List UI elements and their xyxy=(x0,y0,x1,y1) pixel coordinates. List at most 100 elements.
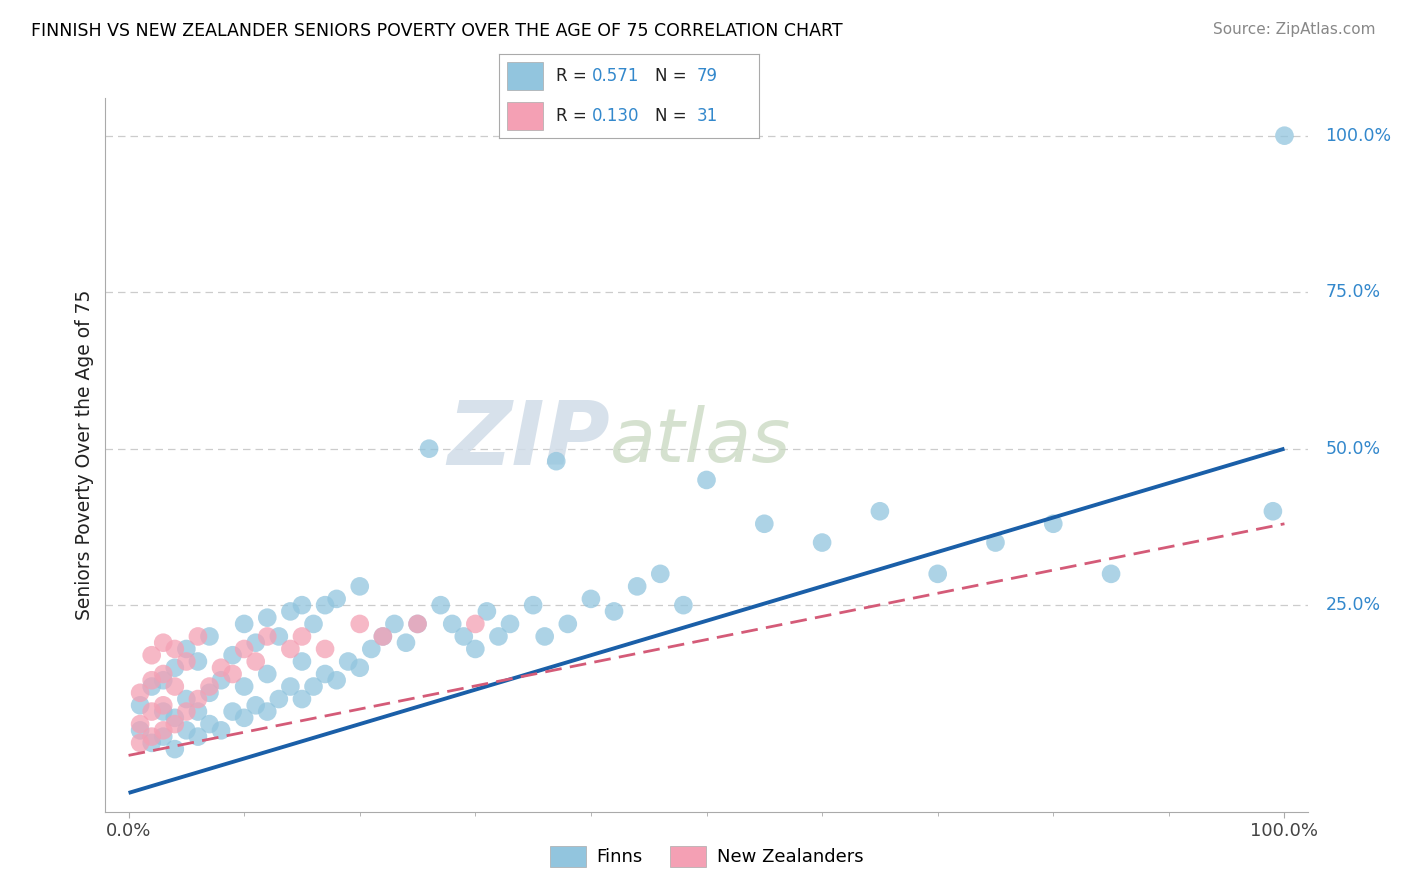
Point xyxy=(695,473,717,487)
Point xyxy=(811,535,834,549)
Text: atlas: atlas xyxy=(610,405,792,476)
Text: R =: R = xyxy=(557,67,592,85)
Point xyxy=(152,705,174,719)
Point xyxy=(129,686,152,700)
Point xyxy=(141,736,163,750)
Point xyxy=(429,598,451,612)
Point xyxy=(198,680,221,694)
Text: 0.130: 0.130 xyxy=(592,107,638,125)
Point xyxy=(163,711,186,725)
Point xyxy=(927,566,949,581)
Point xyxy=(176,692,198,706)
Point xyxy=(464,642,486,657)
Point xyxy=(187,655,209,669)
Point xyxy=(198,630,221,644)
Text: Source: ZipAtlas.com: Source: ZipAtlas.com xyxy=(1212,22,1375,37)
Point xyxy=(349,616,371,631)
Point xyxy=(256,610,278,624)
Point xyxy=(302,616,325,631)
Point xyxy=(176,723,198,738)
Point xyxy=(152,667,174,681)
Text: R =: R = xyxy=(557,107,592,125)
Point xyxy=(869,504,891,518)
Point xyxy=(672,598,695,612)
Point xyxy=(1042,516,1064,531)
Point xyxy=(499,616,522,631)
Point xyxy=(280,604,302,618)
Point xyxy=(475,604,498,618)
Point xyxy=(141,673,163,688)
Point xyxy=(233,616,256,631)
Point xyxy=(163,661,186,675)
Point xyxy=(371,630,394,644)
Point xyxy=(233,711,256,725)
Point xyxy=(129,736,152,750)
Point xyxy=(209,661,232,675)
Point xyxy=(233,680,256,694)
Point xyxy=(557,616,579,631)
Point xyxy=(302,680,325,694)
Point xyxy=(1099,566,1122,581)
Point xyxy=(291,692,314,706)
Point xyxy=(129,717,152,731)
Point xyxy=(418,442,440,456)
Text: 31: 31 xyxy=(697,107,718,125)
Point xyxy=(141,705,163,719)
Point xyxy=(349,661,371,675)
Text: 0.571: 0.571 xyxy=(592,67,638,85)
Point xyxy=(603,604,626,618)
Point xyxy=(754,516,776,531)
Text: 75.0%: 75.0% xyxy=(1326,283,1381,301)
Point xyxy=(152,698,174,713)
Point xyxy=(256,705,278,719)
Point xyxy=(129,698,152,713)
Point xyxy=(406,616,429,631)
Point xyxy=(187,730,209,744)
Point xyxy=(209,723,232,738)
Point xyxy=(176,705,198,719)
Text: 25.0%: 25.0% xyxy=(1326,596,1381,615)
Point xyxy=(579,591,602,606)
Legend: Finns, New Zealanders: Finns, New Zealanders xyxy=(543,838,870,874)
Point xyxy=(360,642,382,657)
Point xyxy=(337,655,360,669)
Text: 50.0%: 50.0% xyxy=(1326,440,1381,458)
Point xyxy=(141,648,163,663)
Point xyxy=(221,667,243,681)
Point xyxy=(650,566,672,581)
Point xyxy=(314,667,336,681)
Point xyxy=(163,680,186,694)
Point xyxy=(141,730,163,744)
Text: 100.0%: 100.0% xyxy=(1326,127,1392,145)
Point xyxy=(325,673,347,688)
Point xyxy=(163,642,186,657)
Point xyxy=(522,598,544,612)
Point xyxy=(395,636,418,650)
Point xyxy=(325,591,347,606)
Point xyxy=(267,692,290,706)
Point xyxy=(291,630,314,644)
Point xyxy=(291,598,314,612)
Point xyxy=(245,655,267,669)
Point xyxy=(406,616,429,631)
Point xyxy=(984,535,1007,549)
Point xyxy=(198,686,221,700)
Point xyxy=(163,742,186,756)
Point xyxy=(1261,504,1284,518)
Point xyxy=(245,636,267,650)
Point xyxy=(546,454,568,468)
Point xyxy=(233,642,256,657)
Point xyxy=(221,648,243,663)
Point xyxy=(1274,128,1296,143)
FancyBboxPatch shape xyxy=(508,62,543,90)
Point xyxy=(280,642,302,657)
Point xyxy=(291,655,314,669)
Text: 79: 79 xyxy=(697,67,718,85)
Point xyxy=(187,705,209,719)
Point xyxy=(245,698,267,713)
Text: FINNISH VS NEW ZEALANDER SENIORS POVERTY OVER THE AGE OF 75 CORRELATION CHART: FINNISH VS NEW ZEALANDER SENIORS POVERTY… xyxy=(31,22,842,40)
Text: N =: N = xyxy=(655,107,692,125)
Text: ZIP: ZIP xyxy=(447,397,610,484)
Y-axis label: Seniors Poverty Over the Age of 75: Seniors Poverty Over the Age of 75 xyxy=(76,290,94,620)
Point xyxy=(221,705,243,719)
